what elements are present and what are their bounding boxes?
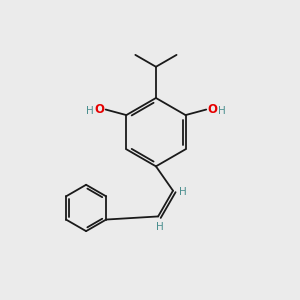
Text: H: H [179,187,187,197]
Text: H: H [156,222,164,233]
Text: O: O [207,103,218,116]
Text: H: H [86,106,94,116]
Text: H: H [218,106,225,116]
Text: O: O [94,103,104,116]
